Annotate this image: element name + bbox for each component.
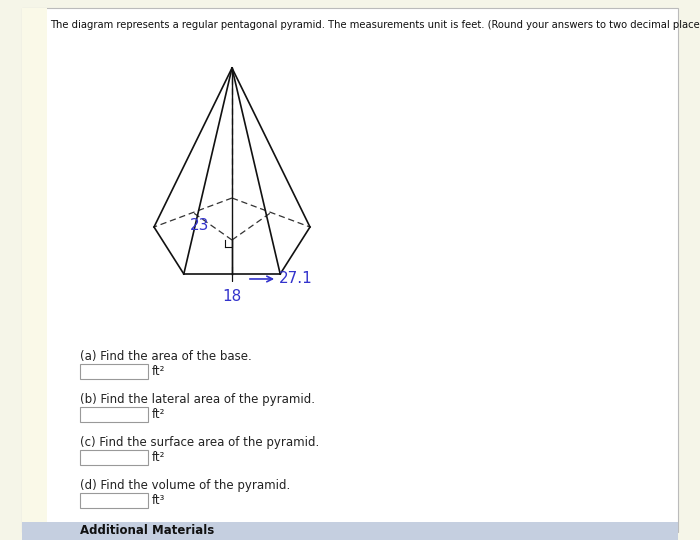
Text: (b) Find the lateral area of the pyramid.: (b) Find the lateral area of the pyramid…	[80, 393, 315, 406]
Bar	[80, 450, 148, 465]
Text: 27.1: 27.1	[279, 272, 313, 287]
Text: ft²: ft²	[152, 365, 165, 378]
Bar	[80, 407, 148, 422]
Bar	[22, 8, 47, 532]
Bar	[80, 493, 148, 508]
Text: 18: 18	[223, 289, 241, 304]
Text: (d) Find the volume of the pyramid.: (d) Find the volume of the pyramid.	[80, 479, 290, 492]
Text: ft²: ft²	[152, 408, 165, 421]
Text: ft³: ft³	[152, 494, 165, 507]
Text: Additional Materials: Additional Materials	[80, 524, 214, 537]
Text: 23: 23	[190, 219, 209, 233]
Text: ft²: ft²	[152, 451, 165, 464]
Text: The diagram represents a regular pentagonal pyramid. The measurements unit is fe: The diagram represents a regular pentago…	[50, 20, 700, 30]
Bar	[80, 364, 148, 379]
Text: (c) Find the surface area of the pyramid.: (c) Find the surface area of the pyramid…	[80, 436, 319, 449]
Bar	[22, 522, 678, 540]
Text: (a) Find the area of the base.: (a) Find the area of the base.	[80, 350, 252, 363]
